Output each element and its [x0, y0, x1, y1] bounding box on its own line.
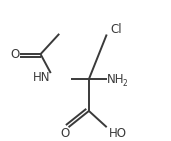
Text: 2: 2 [122, 79, 127, 88]
Text: O: O [10, 48, 20, 61]
Text: Cl: Cl [110, 23, 122, 36]
Text: O: O [61, 127, 70, 140]
Text: HN: HN [33, 71, 51, 84]
Text: NH: NH [107, 73, 124, 86]
Text: HO: HO [109, 127, 127, 140]
